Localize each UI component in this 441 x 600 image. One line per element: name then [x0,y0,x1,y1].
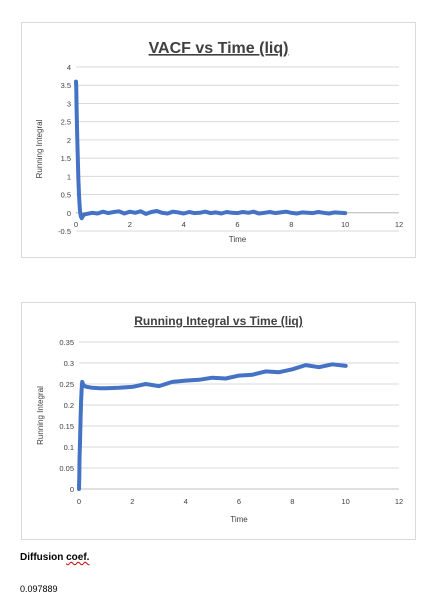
y-tick-label: 0.1 [64,443,74,452]
y-tick-label: 2.5 [61,118,71,127]
y-tick-label: 1 [67,172,71,181]
chart-title: VACF vs Time (liq) [149,40,289,57]
y-tick-label: 0.15 [59,422,74,431]
y-tick-label: 0.35 [59,338,74,347]
chart-title: Running Integral vs Time (liq) [134,314,302,328]
y-tick-label: 0.2 [64,401,74,410]
running-integral-chart-svg: Running Integral vs Time (liq) 0 0.05 0.1 0.… [36,314,403,524]
y-tick-label: 3.5 [61,81,71,90]
x-tick-label: 0 [74,220,78,229]
diffusion-label-text: Diffusion [20,552,67,563]
y-tick-label: 0 [70,485,74,494]
y-axis-label: Running Integral [36,386,45,445]
y-tick-label: 0 [67,209,71,218]
series-line [74,79,348,221]
series-line [77,362,348,491]
y-tick-label: 0.05 [59,464,74,473]
x-tick-label: 6 [235,220,239,229]
y-tick-label: 2 [67,136,71,145]
vacf-chart-svg: VACF vs Time (liq)-0.500.511.522.533.540… [35,40,403,244]
vacf-chart: VACF vs Time (liq) -0.5 0 0.5 1 1.5 2 2.5 3 3.5 4 0… [21,22,416,258]
x-tick-label: 8 [290,497,294,506]
y-tick-label: 1.5 [61,154,71,163]
x-tick-label: 6 [237,497,241,506]
diffusion-coef-label: Diffusion coef. [20,552,89,563]
running-integral-chart: Running Integral vs Time (liq) 0 0.05 0.1 0.… [21,302,416,540]
x-axis-label: Time [230,515,248,524]
y-tick-label: 0.25 [59,380,74,389]
x-tick-label: 0 [77,497,81,506]
y-tick-label: -0.5 [58,227,71,236]
x-tick-label: 2 [130,497,134,506]
y-tick-label: 4 [67,63,71,72]
x-axis-label: Time [229,235,247,244]
y-tick-label: 3 [67,99,71,108]
x-tick-label: 4 [184,497,188,506]
diffusion-label-coef: coef. [66,552,90,563]
y-tick-label: 0.5 [61,191,71,200]
x-tick-label: 8 [289,220,293,229]
y-tick-label: 0.3 [64,359,74,368]
x-tick-label: 4 [182,220,186,229]
x-tick-label: 2 [128,220,132,229]
diffusion-coef-value: 0.097889 [20,584,58,594]
y-axis-label: Running Integral [35,119,44,178]
x-tick-label: 12 [395,497,403,506]
x-tick-label: 12 [395,220,403,229]
x-tick-label: 10 [341,497,349,506]
x-tick-label: 10 [341,220,349,229]
